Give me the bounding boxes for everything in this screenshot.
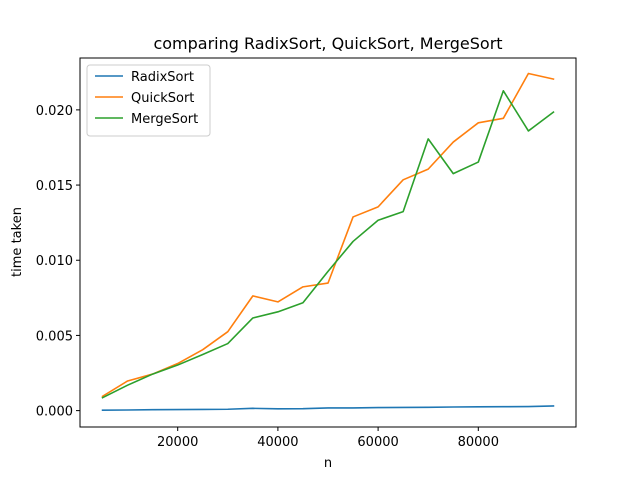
- legend: RadixSort QuickSort MergeSort: [86, 64, 211, 137]
- y-axis-label: time taken: [10, 207, 25, 277]
- y-tick-label: 0.005: [36, 329, 73, 344]
- y-tick-label: 0.020: [36, 104, 73, 119]
- chart-title: comparing RadixSort, QuickSort, MergeSor…: [153, 34, 502, 53]
- series-line-mergesort: [101, 89, 555, 399]
- plot-frame: [79, 57, 577, 428]
- series-line-quicksort: [101, 72, 555, 398]
- x-tick-label: 80000: [458, 435, 499, 450]
- x-tick-label: 60000: [357, 435, 398, 450]
- x-tick-label: 20000: [157, 435, 198, 450]
- y-tick-label: 0.010: [36, 254, 73, 269]
- x-tick-label: 40000: [257, 435, 298, 450]
- legend-label-radixsort: RadixSort: [131, 70, 194, 85]
- series-line-radixsort: [101, 405, 555, 411]
- legend-label-quicksort: QuickSort: [131, 91, 194, 106]
- plot-lines: [101, 72, 555, 411]
- y-tick-label: 0.015: [36, 179, 73, 194]
- x-axis: 20000 40000 60000 80000: [157, 427, 499, 450]
- y-tick-label: 0.000: [36, 405, 73, 420]
- x-axis-label: n: [324, 456, 332, 471]
- legend-label-mergesort: MergeSort: [131, 112, 198, 127]
- y-axis: 0.000 0.005 0.010 0.015 0.020: [36, 104, 80, 420]
